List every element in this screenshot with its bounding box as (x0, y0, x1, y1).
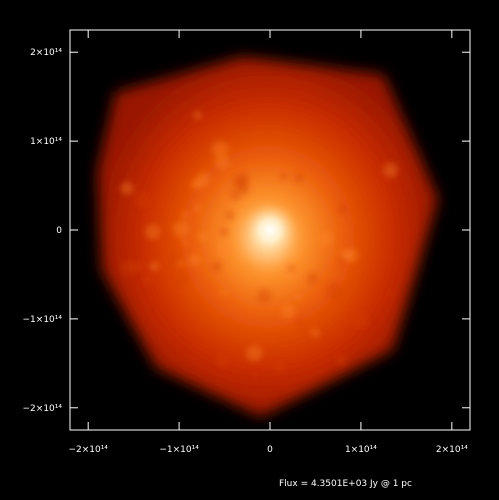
emission-knot (164, 232, 173, 240)
x-axis: −2×10¹⁴ −1×10¹⁴ 0 1×10¹⁴ 2×10¹⁴ (68, 445, 468, 455)
emission-knot (219, 227, 229, 237)
emission-knot (219, 289, 227, 297)
emission-knot (193, 110, 202, 120)
emission-knot (120, 259, 137, 277)
x-tick-label: 2×10¹⁴ (436, 445, 468, 455)
emission-knot (293, 172, 304, 183)
y-tick-label: 1×10¹⁴ (30, 137, 62, 147)
emission-knot (141, 273, 154, 286)
emission-knot (229, 189, 241, 201)
emission-knot (245, 345, 263, 362)
emission-knot (120, 181, 134, 196)
emission-knot (232, 175, 247, 190)
emission-knot (325, 282, 344, 300)
x-tick-label: 0 (267, 445, 273, 455)
emission-knot (251, 371, 258, 378)
emission-knot (295, 294, 302, 301)
emission-knot (214, 154, 230, 170)
x-tick-label: −2×10¹⁴ (68, 445, 108, 455)
emission-knot (306, 273, 319, 285)
y-tick-label: −1×10¹⁴ (23, 315, 63, 325)
emission-knot (224, 210, 235, 221)
emission-knot (181, 211, 189, 219)
emission-knot (164, 248, 182, 266)
emission-knot (245, 264, 253, 271)
emission-knot (197, 231, 209, 242)
emission-knot (340, 249, 353, 262)
emission-knot (188, 253, 201, 267)
emission-knot (144, 224, 161, 240)
emission-knot (256, 288, 272, 304)
emission-knot (211, 140, 229, 158)
emission-knot (149, 261, 160, 272)
emission-knot (134, 191, 151, 208)
y-tick-label: 0 (56, 226, 62, 236)
emission-knot (193, 203, 201, 212)
emission-knot (280, 304, 296, 319)
x-tick-label: −1×10¹⁴ (159, 445, 199, 455)
emission-knot (319, 231, 334, 246)
emission-knot (279, 172, 288, 181)
emission-knot (383, 162, 399, 178)
emission-knot (242, 117, 252, 127)
emission-knot (360, 202, 367, 209)
emission-knot (216, 238, 234, 257)
y-axis: 2×10¹⁴ 1×10¹⁴ 0 −1×10¹⁴ −2×10¹⁴ (23, 48, 63, 414)
emission-knot (335, 354, 347, 366)
emission-knots (120, 110, 399, 378)
emission-knot (182, 238, 189, 245)
emission-knot (211, 260, 222, 272)
emission-knot (288, 264, 296, 272)
emission-knot (387, 290, 395, 298)
axes-frame (70, 30, 470, 430)
emission-knot (310, 328, 320, 338)
emission-core (242, 202, 298, 258)
y-tick-label: 2×10¹⁴ (30, 48, 62, 58)
emission-knot (195, 171, 211, 187)
x-tick-label: 1×10¹⁴ (345, 445, 377, 455)
emission-knot (175, 271, 190, 286)
emission-knot (351, 311, 369, 329)
emission-knot (215, 354, 229, 369)
emission-knot (295, 318, 306, 329)
flux-annotation: Flux = 4.3501E+03 Jy @ 1 pc (279, 479, 412, 489)
emission-knot (337, 203, 349, 215)
emission-knot (347, 163, 355, 171)
y-tick-label: −2×10¹⁴ (23, 404, 63, 414)
emission-knot (273, 361, 286, 373)
emission-knot (172, 220, 190, 238)
emission-knot (190, 181, 198, 189)
